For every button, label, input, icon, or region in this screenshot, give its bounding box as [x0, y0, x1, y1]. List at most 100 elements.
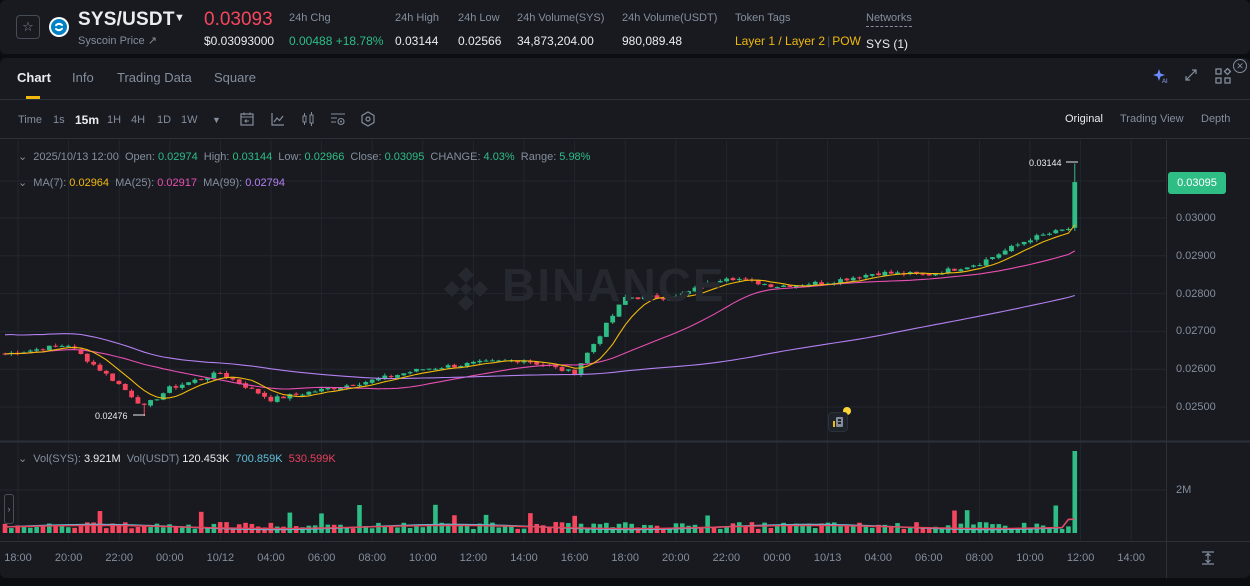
timeframe-1w[interactable]: 1W: [181, 114, 198, 126]
timeframe-1s[interactable]: 1s: [53, 114, 65, 126]
y-tick: 0.02600: [1176, 363, 1216, 375]
watermark-text: BINANCE: [502, 259, 726, 311]
tag-separator: |: [827, 34, 831, 48]
y-tick: 0.02500: [1176, 401, 1216, 413]
collapse-chevron-icon[interactable]: ⌄: [18, 453, 28, 465]
x-tick: 10:00: [1016, 552, 1044, 564]
stat-label: 24h Volume(USDT): [622, 12, 718, 24]
tab-square[interactable]: Square: [214, 70, 256, 85]
volume-legend: ⌄ Vol(SYS): 3.921M Vol(USDT) 120.453K 700.…: [18, 452, 339, 465]
indicator-icon[interactable]: [270, 111, 286, 127]
x-tick: 14:00: [510, 552, 538, 564]
legend-high-label: High:: [203, 151, 230, 163]
chart-toolbar: Time 1s 15m 1H 4H 1D 1W ▼ Original Tradi…: [0, 100, 1250, 139]
timeframe-4h[interactable]: 4H: [131, 114, 146, 126]
binance-watermark: BINANCE: [440, 258, 726, 315]
x-tick: 22:00: [712, 552, 741, 564]
coin-price-link[interactable]: Syscoin Price ↗: [78, 35, 157, 47]
hexagon-settings-icon[interactable]: [360, 111, 376, 127]
caret-down-icon[interactable]: ▼: [174, 12, 185, 24]
y-tick: 0.02700: [1176, 325, 1216, 337]
timeframe-15m[interactable]: 15m: [75, 113, 100, 127]
token-tag-link[interactable]: Layer 1 / Layer 2: [735, 34, 826, 48]
ma7-label: MA(7):: [33, 177, 67, 189]
legend-low-label: Low:: [278, 151, 302, 163]
x-tick: 06:00: [915, 552, 943, 564]
stat-24h-volume-usdt: 24h Volume(USDT) 980,089.48: [622, 12, 717, 50]
tab-chart[interactable]: Chart: [17, 70, 51, 85]
stat-24h-change: 24h Chg 0.00488 +18.78%: [289, 12, 383, 50]
close-icon[interactable]: ✕: [1233, 59, 1247, 73]
y-tick: 0.02800: [1176, 288, 1216, 300]
ma99-value: 0.02794: [245, 177, 285, 189]
notification-dot: [843, 407, 851, 415]
x-tick: 18:00: [4, 552, 32, 564]
legend-open: 0.02974: [157, 151, 198, 163]
token-tags-label: Token Tags: [735, 12, 791, 24]
ma99-label: MA(99):: [203, 177, 243, 189]
x-tick: 10/13: [813, 552, 842, 564]
ma25-value: 0.02917: [157, 177, 197, 189]
settings-list-icon[interactable]: [330, 111, 346, 127]
auto-scale-icon[interactable]: [1200, 550, 1216, 566]
stat-value: 0.00488 +18.78%: [289, 34, 384, 48]
vol-y-tick: 2M: [1176, 484, 1192, 496]
legend-change-label: CHANGE:: [430, 151, 481, 163]
timeframe-more-dropdown-icon[interactable]: ▼: [212, 115, 221, 125]
expand-icon[interactable]: [1184, 68, 1198, 86]
x-tick: 10/12: [206, 552, 235, 564]
scroll-left-handle[interactable]: ›: [4, 494, 14, 524]
timeframe-time[interactable]: Time: [18, 114, 43, 126]
timeframe-1h[interactable]: 1H: [107, 114, 122, 126]
pair-selector[interactable]: SYS/USDT: [78, 9, 175, 30]
legend-change: 4.03%: [483, 151, 515, 163]
token-tag-link[interactable]: POW: [832, 34, 861, 48]
view-trading-view[interactable]: Trading View: [1120, 113, 1184, 125]
calendar-icon[interactable]: [239, 111, 255, 127]
y-tick: 0.02900: [1176, 250, 1216, 262]
syscoin-logo-icon: [49, 17, 69, 37]
layout-widgets-icon[interactable]: [1215, 67, 1232, 88]
networks: Networks SYS (1): [866, 12, 912, 53]
y-tick: 0.03000: [1176, 212, 1216, 224]
x-tick: 22:00: [105, 552, 133, 564]
period-high-marker: 0.03144: [1029, 158, 1062, 168]
tab-trading-data[interactable]: Trading Data: [117, 70, 192, 85]
chart-tabs: Chart Info Trading Data Square AI ✕: [0, 58, 1250, 100]
news-event-icon[interactable]: [828, 412, 848, 432]
x-tick: 00:00: [763, 552, 791, 564]
ai-sparkle-icon[interactable]: AI: [1153, 68, 1169, 88]
legend-close: 0.03095: [384, 151, 425, 163]
x-tick: 04:00: [257, 552, 285, 564]
timeframe-1d[interactable]: 1D: [157, 114, 172, 126]
stat-label: 24h High: [395, 12, 440, 24]
candle-type-icon[interactable]: [300, 111, 316, 127]
stat-value: 980,089.48: [622, 34, 683, 48]
x-tick: 20:00: [54, 552, 83, 564]
x-tick: 10:00: [409, 552, 437, 564]
vol-sys-label: Vol(SYS):: [33, 453, 81, 465]
ma-legend: ⌄ MA(7): 0.02964 MA(25): 0.02917 MA(99): 0.…: [18, 176, 288, 189]
x-tick: 06:00: [307, 552, 336, 564]
collapse-chevron-icon[interactable]: ⌄: [18, 151, 28, 163]
vol-usdt-label: Vol(USDT): [126, 453, 180, 465]
stat-label: 24h Chg: [289, 12, 331, 24]
x-tick: 04:00: [864, 552, 892, 564]
collapse-chevron-icon[interactable]: ⌄: [18, 177, 28, 189]
vol-usdt-value: 120.453K: [182, 453, 230, 465]
networks-label: Networks: [866, 12, 912, 27]
stat-value: 0.03144: [395, 34, 439, 48]
stat-label: 24h Volume(SYS): [517, 12, 605, 24]
favorite-button[interactable]: ☆: [16, 15, 40, 39]
legend-low: 0.02966: [304, 151, 345, 163]
x-tick: 16:00: [560, 552, 589, 564]
star-icon: ☆: [22, 19, 34, 34]
vol-ma5-value: 700.859K: [235, 453, 283, 465]
ohlc-legend: ⌄ 2025/10/13 12:00 Open: 0.02974 High: 0.0…: [18, 150, 593, 163]
tab-info[interactable]: Info: [72, 70, 94, 85]
current-price-tag: 0.03095: [1168, 172, 1226, 194]
view-depth[interactable]: Depth: [1201, 113, 1231, 125]
networks-value[interactable]: SYS (1): [866, 37, 909, 51]
view-original[interactable]: Original: [1065, 113, 1103, 125]
